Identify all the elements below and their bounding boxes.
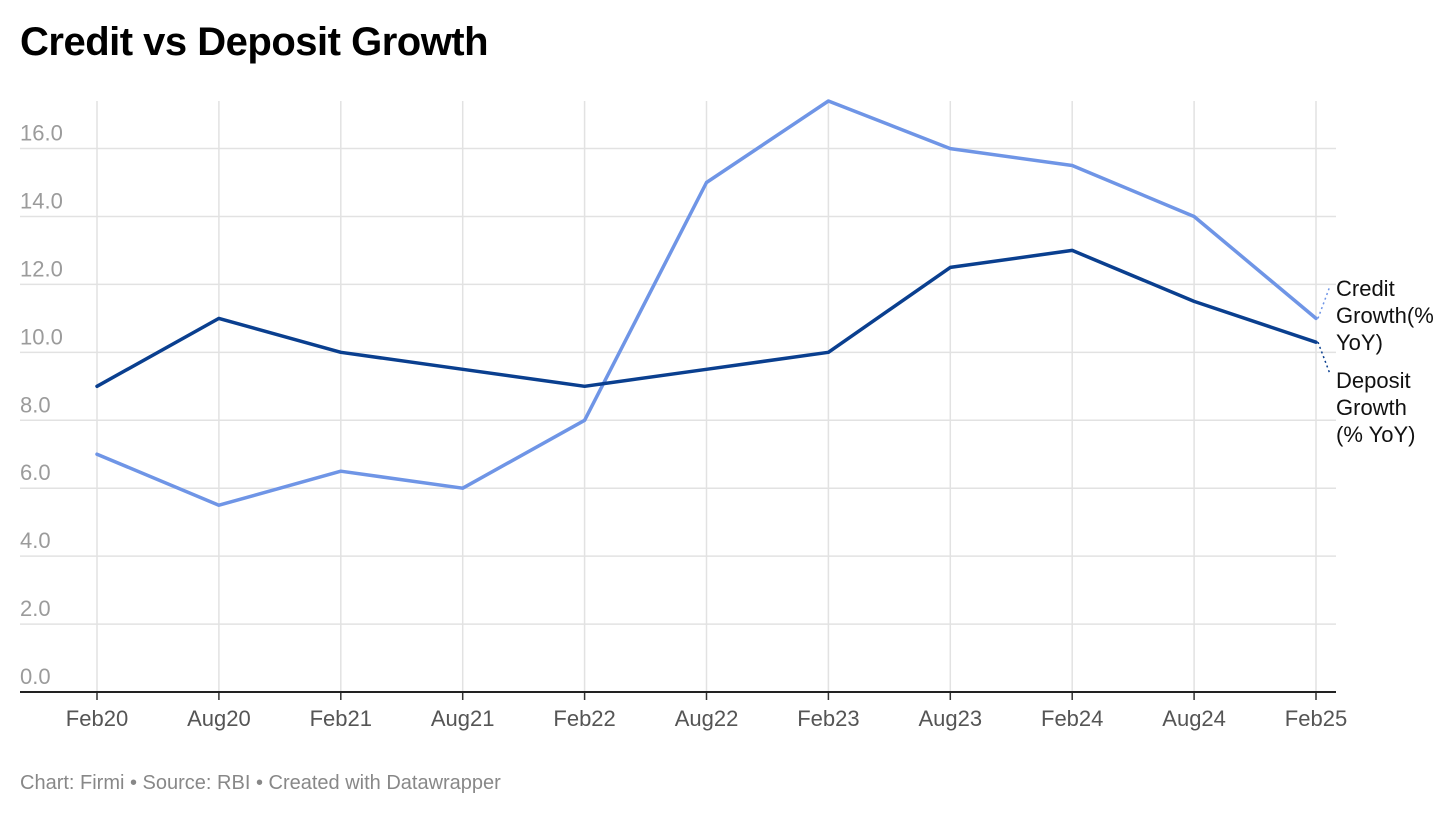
series-label-connector [1317, 341, 1331, 375]
series-label-line: Growth [1336, 395, 1407, 420]
x-tick-label: Aug20 [187, 706, 251, 731]
y-tick-label: 0.0 [20, 664, 51, 689]
x-tick-label: Feb24 [1041, 706, 1103, 731]
y-tick-label: 14.0 [20, 188, 63, 213]
y-tick-label: 16.0 [20, 121, 63, 146]
x-tick-label: Feb20 [66, 706, 128, 731]
y-tick-label: 12.0 [20, 256, 63, 281]
y-axis-tick-labels: 0.0 2.0 4.0 6.0 8.0 10.0 12.0 14.0 16.0 [20, 121, 63, 689]
x-tick-label: Aug23 [918, 706, 982, 731]
chart-title: Credit vs Deposit Growth [20, 20, 489, 64]
x-tick-label: Feb23 [797, 706, 859, 731]
grid-lines [20, 101, 1336, 700]
chart-footer: Chart: Firmi • Source: RBI • Created wit… [20, 772, 501, 794]
y-tick-label: 8.0 [20, 392, 51, 417]
y-tick-label: 4.0 [20, 528, 51, 553]
y-tick-label: 2.0 [20, 596, 51, 621]
y-tick-label: 6.0 [20, 460, 51, 485]
series-line-deposit-growth [95, 248, 1318, 389]
series-label-line: Deposit [1336, 368, 1411, 393]
y-tick-label: 10.0 [20, 324, 63, 349]
x-axis-tick-labels: Feb20 Aug20 Feb21 Aug21 Feb22 Aug22 Feb23 Aug23… [66, 706, 1347, 731]
series-label-connector [1317, 285, 1331, 319]
x-tick-label: Aug24 [1162, 706, 1226, 731]
series-lines [95, 99, 1318, 507]
series-label-line: Growth(% [1336, 303, 1434, 328]
x-tick-label: Feb22 [553, 706, 615, 731]
series-line-credit-growth [95, 99, 1318, 507]
series-label-line: (% YoY) [1336, 422, 1416, 447]
series-label-line: YoY) [1336, 330, 1383, 355]
x-tick-label: Aug22 [675, 706, 739, 731]
x-tick-label: Aug21 [431, 706, 495, 731]
x-tick-label: Feb21 [310, 706, 372, 731]
x-tick-label: Feb25 [1285, 706, 1347, 731]
series-label-line: Credit [1336, 276, 1395, 301]
